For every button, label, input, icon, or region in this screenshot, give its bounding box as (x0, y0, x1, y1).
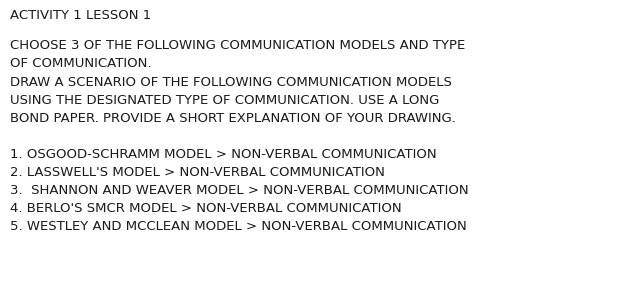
Text: CHOOSE 3 OF THE FOLLOWING COMMUNICATION MODELS AND TYPE: CHOOSE 3 OF THE FOLLOWING COMMUNICATION … (10, 39, 466, 52)
Text: BOND PAPER. PROVIDE A SHORT EXPLANATION OF YOUR DRAWING.: BOND PAPER. PROVIDE A SHORT EXPLANATION … (10, 112, 456, 125)
Text: 4. BERLO'S SMCR MODEL > NON-VERBAL COMMUNICATION: 4. BERLO'S SMCR MODEL > NON-VERBAL COMMU… (10, 202, 402, 215)
Text: 1. OSGOOD-SCHRAMM MODEL > NON-VERBAL COMMUNICATION: 1. OSGOOD-SCHRAMM MODEL > NON-VERBAL COM… (10, 148, 437, 161)
Text: DRAW A SCENARIO OF THE FOLLOWING COMMUNICATION MODELS: DRAW A SCENARIO OF THE FOLLOWING COMMUNI… (10, 76, 452, 88)
Text: OF COMMUNICATION.: OF COMMUNICATION. (10, 57, 151, 70)
Text: 2. LASSWELL'S MODEL > NON-VERBAL COMMUNICATION: 2. LASSWELL'S MODEL > NON-VERBAL COMMUNI… (10, 166, 385, 179)
Text: 5. WESTLEY AND MCCLEAN MODEL > NON-VERBAL COMMUNICATION: 5. WESTLEY AND MCCLEAN MODEL > NON-VERBA… (10, 220, 467, 233)
Text: 3.  SHANNON AND WEAVER MODEL > NON-VERBAL COMMUNICATION: 3. SHANNON AND WEAVER MODEL > NON-VERBAL… (10, 184, 469, 197)
Text: USING THE DESIGNATED TYPE OF COMMUNICATION. USE A LONG: USING THE DESIGNATED TYPE OF COMMUNICATI… (10, 94, 439, 107)
Text: ACTIVITY 1 LESSON 1: ACTIVITY 1 LESSON 1 (10, 9, 151, 22)
